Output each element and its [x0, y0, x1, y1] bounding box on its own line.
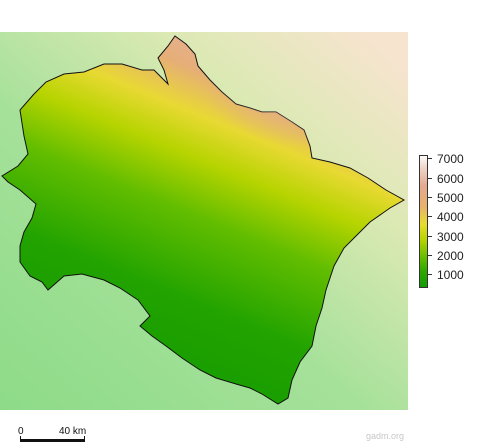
legend-tick [428, 236, 432, 237]
source-credit: gadm.org [366, 431, 405, 441]
map-panel [0, 32, 408, 410]
elevation-legend: 7000 6000 5000 4000 3000 2000 1000 [419, 152, 479, 290]
legend-tick [428, 274, 432, 275]
scale-line [20, 436, 85, 442]
legend-label-7000: 7000 [437, 152, 464, 166]
legend-label-2000: 2000 [437, 249, 464, 263]
legend-label-6000: 6000 [437, 172, 464, 186]
legend-label-1000: 1000 [437, 268, 464, 282]
scale-distance-label: 40 km [59, 426, 87, 437]
legend-tick [428, 178, 432, 179]
legend-label-5000: 5000 [437, 191, 464, 205]
legend-label-4000: 4000 [437, 210, 464, 224]
legend-tick [428, 216, 432, 217]
scale-bar: 0 40 km [18, 426, 108, 444]
legend-label-3000: 3000 [437, 230, 464, 244]
legend-tick [428, 255, 432, 256]
legend-tick [428, 197, 432, 198]
elevation-map [0, 32, 408, 410]
legend-tick [428, 158, 432, 159]
scale-zero-label: 0 [18, 426, 24, 437]
legend-color-bar [419, 155, 428, 288]
high-himalaya-zone [84, 36, 404, 222]
